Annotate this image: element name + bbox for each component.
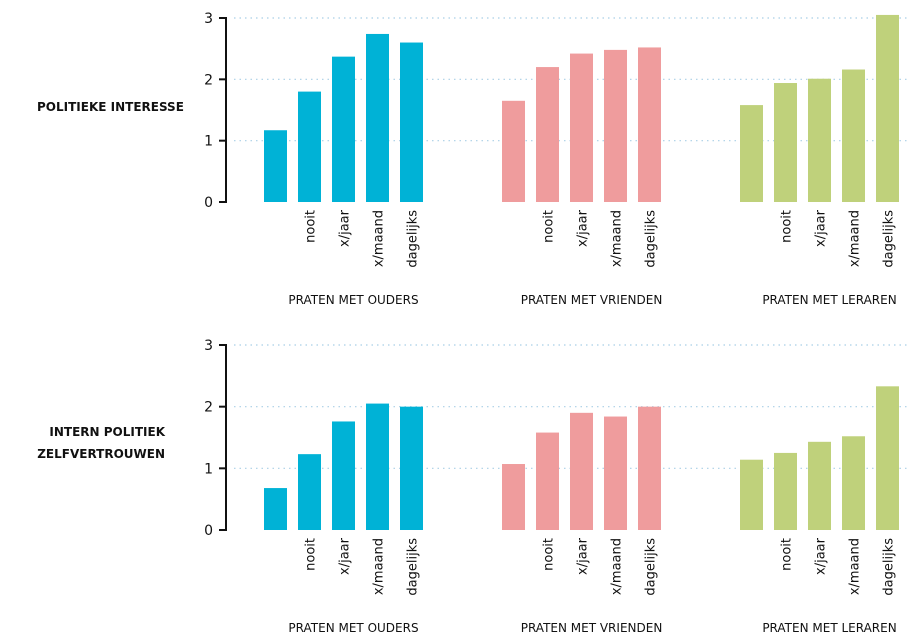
y-tick-label: 3 bbox=[204, 11, 213, 27]
bar-vrienden-4 bbox=[604, 49, 627, 202]
bar-vrienden-1 bbox=[502, 464, 525, 530]
bar-ouders-4 bbox=[366, 33, 389, 202]
bar-ouders-1 bbox=[264, 130, 287, 202]
category-label: x/jaar bbox=[814, 537, 829, 575]
row-label: INTERN POLITIEK ZELFVERTROUWEN bbox=[37, 425, 165, 461]
chart-panel-2: INTERN POLITIEK ZELFVERTROUWEN 0 1 2 3 nooit x/… bbox=[37, 338, 908, 635]
row-label: POLITIEKE INTERESSE bbox=[37, 100, 184, 114]
bar-ouders-5 bbox=[400, 406, 423, 530]
bar-ouders-3 bbox=[332, 56, 355, 202]
y-tick-label: 0 bbox=[204, 523, 213, 539]
chart-panel-1: POLITIEKE INTERESSE 0 1 2 3 nooit x/jaar x/maan… bbox=[37, 11, 908, 307]
bar-leraren-4 bbox=[842, 436, 865, 530]
category-label: x/maand bbox=[610, 210, 625, 267]
bar-ouders-2 bbox=[298, 454, 321, 530]
category-label: x/jaar bbox=[576, 537, 591, 575]
bar-vrienden-4 bbox=[604, 416, 627, 530]
bar-ouders-4 bbox=[366, 403, 389, 530]
category-label: dagelijks bbox=[882, 210, 897, 268]
bar-leraren-4 bbox=[842, 69, 865, 203]
category-label: nooit bbox=[304, 210, 319, 243]
category-label: dagelijks bbox=[406, 210, 421, 268]
group-label: PRATEN MET OUDERS bbox=[288, 293, 418, 307]
category-label: nooit bbox=[780, 538, 795, 571]
category-label: dagelijks bbox=[882, 538, 897, 596]
y-tick-label: 0 bbox=[204, 195, 213, 211]
category-label: nooit bbox=[542, 538, 557, 571]
group-label: PRATEN MET LERAREN bbox=[762, 293, 896, 307]
bar-ouders-5 bbox=[400, 42, 423, 203]
category-label: x/jaar bbox=[814, 209, 829, 247]
y-tick-label: 1 bbox=[204, 134, 213, 150]
bar-leraren-5 bbox=[876, 14, 899, 202]
category-label: x/maand bbox=[372, 210, 387, 267]
category-label: nooit bbox=[304, 538, 319, 571]
bar-leraren-2 bbox=[774, 452, 797, 530]
bar-ouders-2 bbox=[298, 91, 321, 202]
group-label: PRATEN MET VRIENDEN bbox=[521, 293, 663, 307]
bar-vrienden-5 bbox=[638, 406, 661, 530]
bar-vrienden-3 bbox=[570, 53, 593, 202]
category-label: x/maand bbox=[372, 538, 387, 595]
bar-ouders-3 bbox=[332, 421, 355, 530]
category-label: dagelijks bbox=[406, 538, 421, 596]
bar-vrienden-3 bbox=[570, 412, 593, 530]
group-label: PRATEN MET LERAREN bbox=[762, 621, 896, 635]
category-label: x/jaar bbox=[338, 209, 353, 247]
bar-leraren-5 bbox=[876, 386, 899, 530]
category-label: x/maand bbox=[848, 538, 863, 595]
bar-leraren-3 bbox=[808, 441, 831, 530]
group-label: PRATEN MET OUDERS bbox=[288, 621, 418, 635]
y-tick-label: 1 bbox=[204, 461, 213, 477]
bar-leraren-3 bbox=[808, 78, 831, 202]
category-label: nooit bbox=[542, 210, 557, 243]
bar-leraren-1 bbox=[740, 459, 763, 530]
bar-vrienden-1 bbox=[502, 100, 525, 202]
category-label: x/jaar bbox=[338, 537, 353, 575]
bar-leraren-1 bbox=[740, 105, 763, 202]
category-label: dagelijks bbox=[644, 210, 659, 268]
category-label: x/jaar bbox=[576, 209, 591, 247]
bar-vrienden-2 bbox=[536, 67, 559, 202]
category-label: nooit bbox=[780, 210, 795, 243]
category-label: x/maand bbox=[610, 538, 625, 595]
bar-vrienden-5 bbox=[638, 47, 661, 202]
bar-vrienden-2 bbox=[536, 432, 559, 530]
category-label: x/maand bbox=[848, 210, 863, 267]
y-tick-label: 2 bbox=[204, 400, 213, 416]
group-label: PRATEN MET VRIENDEN bbox=[521, 621, 663, 635]
y-tick-label: 3 bbox=[204, 338, 213, 354]
category-label: dagelijks bbox=[644, 538, 659, 596]
y-tick-label: 2 bbox=[204, 72, 213, 88]
bar-ouders-1 bbox=[264, 488, 287, 530]
bar-leraren-2 bbox=[774, 83, 797, 202]
